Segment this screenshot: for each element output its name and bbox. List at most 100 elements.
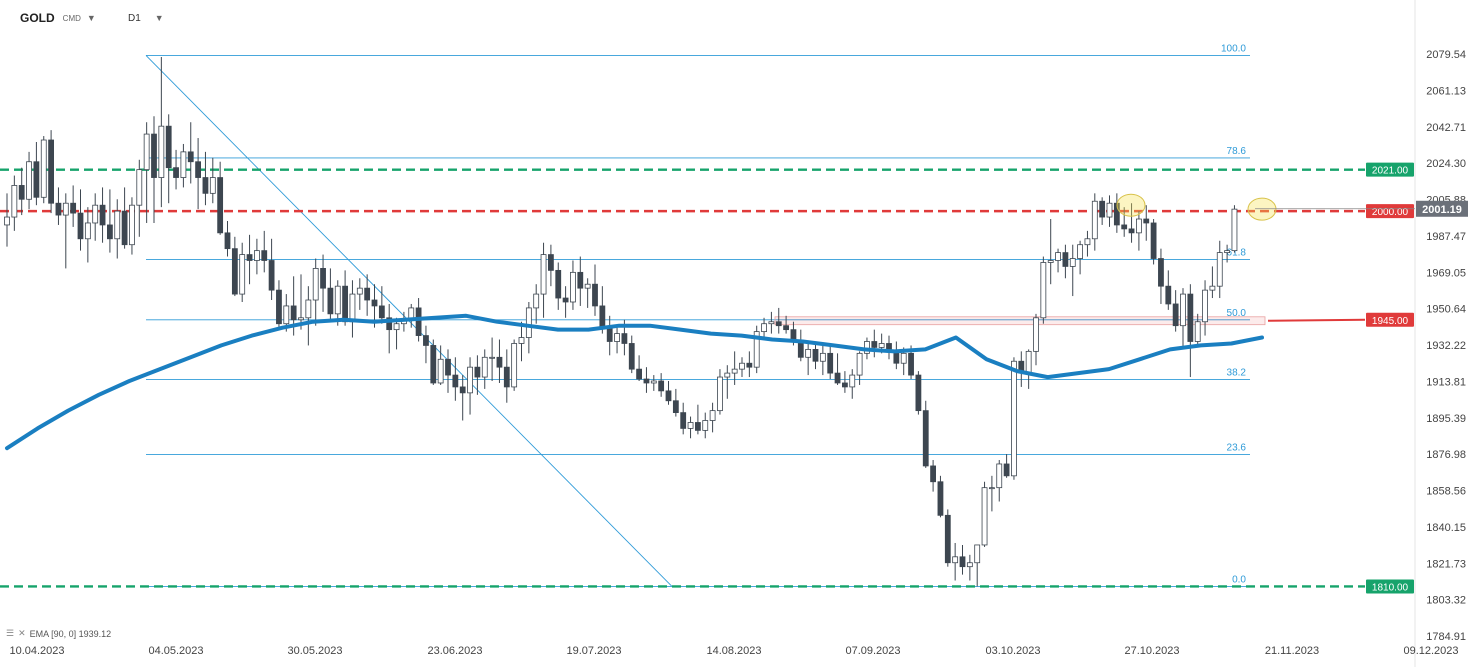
candle-body bbox=[1194, 321, 1201, 342]
candle bbox=[408, 303, 415, 328]
candle bbox=[834, 353, 841, 385]
candle-body bbox=[783, 325, 789, 331]
candle bbox=[158, 57, 165, 208]
symbol-dropdown-icon[interactable]: ▼ bbox=[86, 13, 96, 23]
candle bbox=[555, 262, 562, 310]
candle-body bbox=[643, 378, 650, 384]
candle bbox=[1150, 219, 1157, 265]
candle bbox=[92, 193, 99, 241]
candle-body bbox=[540, 254, 547, 295]
y-tick-label: 1784.91 bbox=[1426, 631, 1466, 643]
x-tick-label: 09.12.2023 bbox=[1403, 645, 1458, 657]
candle bbox=[334, 280, 341, 326]
candle-body bbox=[636, 368, 642, 380]
candle-body bbox=[99, 204, 106, 226]
y-tick-label: 1932.22 bbox=[1426, 340, 1466, 352]
candle bbox=[1209, 266, 1216, 299]
candle bbox=[1077, 240, 1083, 275]
candle bbox=[797, 329, 804, 362]
candle bbox=[253, 238, 260, 275]
candle bbox=[1128, 203, 1135, 243]
candle-body bbox=[77, 212, 84, 240]
candle-body bbox=[356, 287, 363, 295]
candle bbox=[136, 159, 143, 237]
candle bbox=[342, 270, 349, 326]
candle-body bbox=[121, 210, 128, 246]
candle-body bbox=[33, 161, 40, 198]
candle-body bbox=[489, 356, 496, 359]
current-price-tag-bg bbox=[1416, 200, 1468, 217]
candle bbox=[966, 554, 973, 581]
candle bbox=[981, 481, 988, 547]
candle bbox=[143, 122, 150, 223]
level-tag: 2021.00 bbox=[1366, 162, 1414, 177]
candle-body bbox=[812, 348, 819, 362]
candle bbox=[636, 355, 642, 382]
candle-body bbox=[856, 352, 863, 376]
candle bbox=[4, 193, 10, 247]
candle-body bbox=[305, 299, 312, 319]
candle-body bbox=[555, 269, 562, 299]
candle bbox=[672, 388, 679, 417]
candle bbox=[305, 286, 312, 346]
candle bbox=[606, 315, 613, 356]
symbol-name: GOLD bbox=[20, 11, 55, 25]
remove-indicator-icon[interactable]: ✕ bbox=[18, 628, 26, 638]
candle-body bbox=[1128, 228, 1135, 234]
candle-body bbox=[70, 202, 77, 214]
candle-body bbox=[577, 271, 584, 289]
candle-body bbox=[1180, 293, 1186, 327]
candle-body bbox=[467, 366, 473, 394]
symbol-selector[interactable]: GOLD CMD ▼ bbox=[20, 8, 96, 28]
timeframe-dropdown-icon[interactable]: ▼ bbox=[154, 13, 164, 23]
timeframe-selector[interactable]: D1 ▼ bbox=[128, 8, 164, 28]
candle-body bbox=[878, 343, 885, 348]
candle bbox=[503, 349, 510, 403]
candle-body bbox=[48, 139, 54, 204]
candle-body bbox=[143, 133, 150, 171]
candle bbox=[1084, 230, 1091, 257]
candle bbox=[1062, 244, 1069, 279]
candle-body bbox=[474, 366, 481, 378]
candle bbox=[959, 544, 966, 575]
candle-body bbox=[4, 216, 10, 226]
candle bbox=[393, 317, 400, 350]
candle bbox=[856, 351, 863, 385]
candle-body bbox=[503, 366, 510, 388]
y-tick-label: 1821.73 bbox=[1426, 558, 1466, 570]
candle bbox=[812, 343, 819, 370]
x-tick-label: 21.11.2023 bbox=[1265, 645, 1319, 657]
level-tag-bg bbox=[1366, 204, 1414, 219]
candle bbox=[739, 357, 745, 378]
candle-body bbox=[151, 133, 157, 178]
candle-body bbox=[290, 305, 297, 321]
candle bbox=[231, 236, 238, 297]
candle bbox=[1003, 454, 1010, 478]
candle-body bbox=[1003, 463, 1010, 477]
candle-body bbox=[40, 139, 47, 198]
fib-level-label: 100.0 bbox=[1221, 43, 1246, 54]
candle-body bbox=[1136, 218, 1142, 234]
y-tick-label: 2024.30 bbox=[1426, 158, 1466, 170]
candle bbox=[930, 460, 936, 492]
x-tick-label: 30.05.2023 bbox=[287, 645, 342, 657]
highlight-marker bbox=[1116, 193, 1146, 217]
fib-level-label: 38.2 bbox=[1227, 367, 1247, 378]
fib-level-label: 61.8 bbox=[1227, 248, 1247, 259]
candle bbox=[643, 367, 650, 393]
settings-icon[interactable]: ☰ bbox=[6, 628, 15, 638]
candle-body bbox=[842, 382, 848, 388]
candle-body bbox=[261, 250, 268, 261]
candle-body bbox=[430, 345, 437, 384]
level-tag-label: 1945.00 bbox=[1372, 316, 1409, 327]
candle-body bbox=[533, 293, 540, 309]
candle bbox=[1040, 256, 1047, 324]
candle bbox=[658, 373, 665, 397]
x-tick-label: 04.05.2023 bbox=[148, 645, 203, 657]
candle bbox=[944, 509, 951, 567]
candle bbox=[805, 341, 812, 376]
candle bbox=[26, 151, 32, 210]
level-tag-bg bbox=[1366, 162, 1414, 177]
candle bbox=[1202, 280, 1208, 336]
